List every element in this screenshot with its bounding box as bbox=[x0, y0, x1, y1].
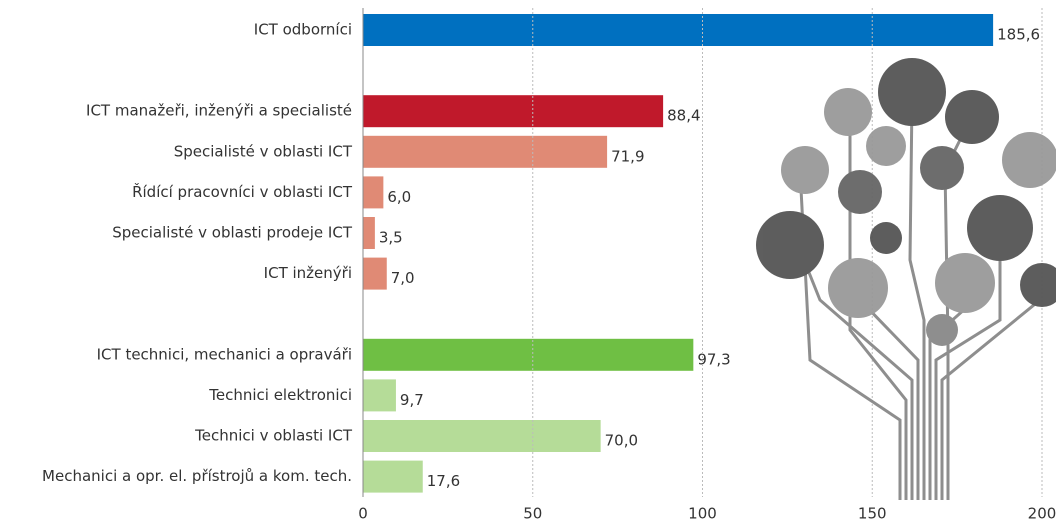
y-tick-label: ICT odborníci bbox=[254, 21, 352, 39]
decor-illustration bbox=[756, 58, 1056, 500]
y-tick-label: Specialisté v oblasti ICT bbox=[174, 142, 353, 160]
value-label: 7,0 bbox=[391, 269, 415, 287]
value-label: 88,4 bbox=[667, 107, 700, 125]
bar bbox=[363, 95, 663, 127]
y-tick-label: ICT inženýři bbox=[264, 264, 352, 282]
y-tick-label: ICT technici, mechanici a opraváři bbox=[97, 345, 352, 363]
bar bbox=[363, 339, 693, 371]
bar bbox=[363, 461, 423, 493]
chart: 17,6 Mechanici a opr. el. přístrojů a kom… bbox=[0, 0, 1056, 526]
y-tick-label: Mechanici a opr. el. přístrojů a kom. te… bbox=[42, 467, 352, 485]
x-tick-label: 0 bbox=[358, 505, 368, 523]
x-tick-label: 100 bbox=[688, 505, 717, 523]
value-label: 185,6 bbox=[997, 26, 1040, 44]
bar bbox=[363, 379, 396, 411]
value-label: 9,7 bbox=[400, 391, 424, 409]
value-label: 3,5 bbox=[379, 229, 403, 247]
bar bbox=[363, 217, 375, 249]
bar bbox=[363, 258, 387, 290]
x-tick-label: 150 bbox=[858, 505, 887, 523]
bar bbox=[363, 176, 383, 208]
value-label: 17,6 bbox=[427, 472, 460, 490]
bar bbox=[363, 14, 993, 46]
y-tick-label: Technici v oblasti ICT bbox=[194, 427, 353, 445]
y-tick-label: Technici elektronici bbox=[208, 386, 352, 404]
x-tick-label: 50 bbox=[523, 505, 542, 523]
x-tick-label: 200 bbox=[1028, 505, 1056, 523]
y-tick-label: Řídící pracovníci v oblasti ICT bbox=[132, 182, 353, 201]
y-tick-label: ICT manažeři, inženýři a specialisté bbox=[86, 102, 352, 120]
value-label: 71,9 bbox=[611, 147, 644, 165]
bar bbox=[363, 136, 607, 168]
value-label: 70,0 bbox=[605, 432, 638, 450]
y-tick-label: Specialisté v oblasti prodeje ICT bbox=[112, 224, 353, 242]
value-label: 6,0 bbox=[387, 188, 411, 206]
bar bbox=[363, 420, 601, 452]
